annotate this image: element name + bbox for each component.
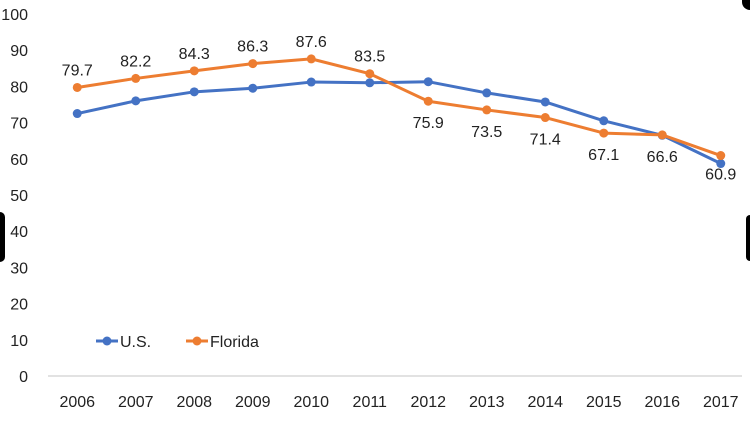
data-point	[248, 83, 258, 93]
legend-item: U.S.	[96, 334, 151, 351]
x-tick-label: 2011	[353, 394, 388, 411]
frame-corner-top-right	[742, 0, 750, 10]
x-tick-label: 2016	[644, 394, 680, 411]
y-tick-label: 100	[1, 7, 28, 24]
data-point	[365, 78, 375, 88]
series-line	[75, 80, 723, 166]
data-point	[540, 97, 550, 107]
data-label: 79.7	[62, 62, 93, 79]
data-point	[189, 66, 199, 76]
data-label: 86.3	[237, 39, 268, 56]
data-point	[131, 96, 141, 106]
data-point	[423, 77, 433, 87]
data-label: 66.6	[647, 149, 678, 166]
y-tick-label: 30	[10, 260, 28, 277]
frame-edge-right	[746, 215, 750, 261]
x-tick-label: 2012	[410, 394, 446, 411]
data-label: 83.5	[354, 49, 385, 66]
x-tick-label: 2015	[586, 394, 622, 411]
y-tick-label: 90	[10, 43, 28, 60]
data-point	[599, 128, 609, 138]
series-lines	[72, 54, 726, 169]
data-point	[72, 82, 82, 92]
legend-swatch-marker	[192, 336, 202, 346]
data-point	[482, 88, 492, 98]
x-axis: 2006 2007 2008 2009 2010 2011 2012 2013 2014 2015…	[59, 394, 738, 411]
y-tick-label: 70	[10, 116, 28, 133]
data-point	[657, 130, 667, 140]
y-tick-label: 10	[10, 333, 28, 350]
data-label: 67.1	[588, 147, 619, 164]
data-point	[306, 54, 316, 64]
data-labels: 79.7 82.2 84.3 86.3 87.6 83.5 75.9 73.5 71.4 67.1…	[62, 34, 737, 184]
y-tick-label: 20	[10, 297, 28, 314]
data-label: 75.9	[413, 115, 444, 132]
y-tick-label: 80	[10, 79, 28, 96]
x-tick-label: 2010	[293, 394, 329, 411]
data-point	[189, 87, 199, 97]
x-tick-label: 2017	[703, 394, 739, 411]
x-tick-label: 2013	[469, 394, 505, 411]
y-tick-label: 40	[10, 224, 28, 241]
data-point	[423, 96, 433, 106]
data-point	[365, 69, 375, 79]
data-point	[716, 151, 726, 161]
x-tick-label: 2014	[527, 394, 563, 411]
data-label: 71.4	[530, 132, 561, 149]
data-label: 73.5	[471, 124, 502, 141]
x-tick-label: 2008	[176, 394, 212, 411]
data-label: 82.2	[120, 53, 151, 70]
data-point	[131, 73, 141, 83]
data-label: 60.9	[705, 167, 736, 184]
x-tick-label: 2009	[235, 394, 271, 411]
data-point	[599, 116, 609, 126]
data-point	[248, 59, 258, 69]
data-point	[540, 113, 550, 123]
data-point	[716, 159, 726, 169]
data-point	[72, 109, 82, 119]
legend-item: Florida	[186, 334, 259, 351]
legend: U.S. Florida	[96, 334, 259, 351]
series-line	[75, 57, 723, 158]
y-tick-label: 50	[10, 188, 28, 205]
data-point	[306, 77, 316, 87]
series-u-s	[72, 77, 726, 169]
frame-edge-left	[0, 212, 5, 262]
series-florida	[72, 54, 726, 161]
data-point	[482, 105, 492, 115]
legend-label: Florida	[210, 334, 259, 351]
legend-label: U.S.	[120, 334, 151, 351]
y-axis: 0 10 20 30 40 50 60 70 80 90 100	[1, 7, 28, 386]
legend-swatch-marker	[102, 336, 112, 346]
data-label: 87.6	[296, 34, 327, 51]
y-tick-label: 0	[19, 369, 28, 386]
data-label: 84.3	[179, 46, 210, 63]
x-tick-label: 2007	[118, 394, 154, 411]
y-tick-label: 60	[10, 152, 28, 169]
x-tick-label: 2006	[59, 394, 95, 411]
